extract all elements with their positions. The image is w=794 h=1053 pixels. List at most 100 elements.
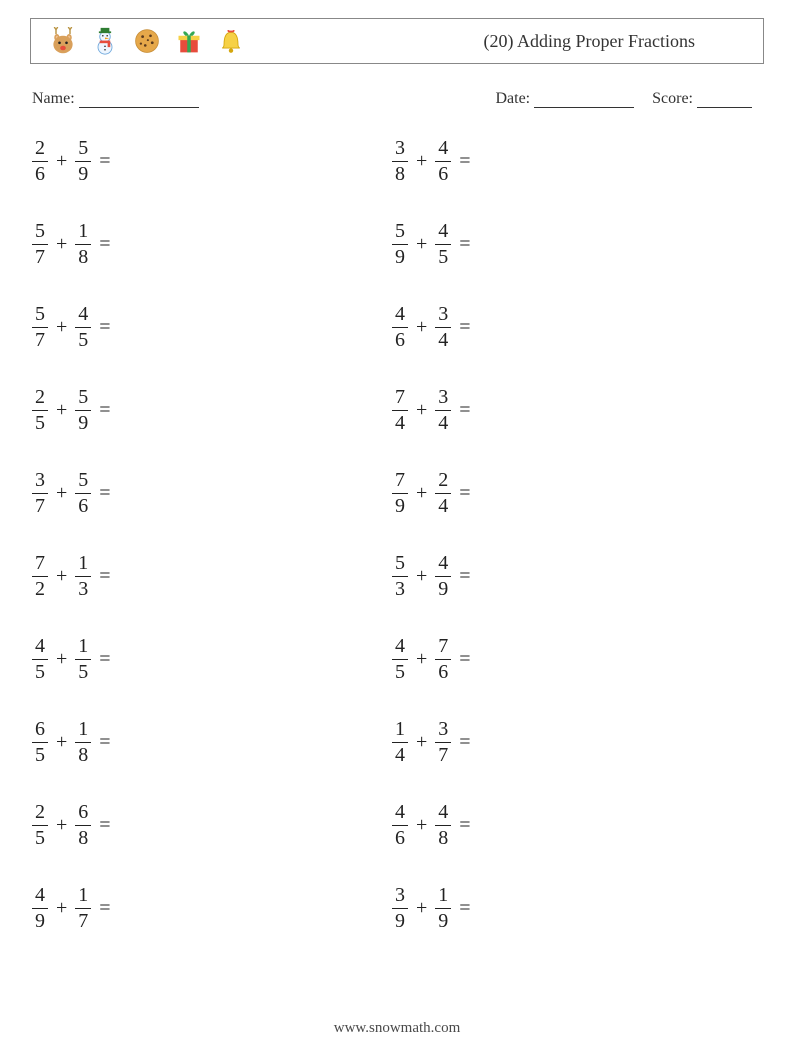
score-label: Score: [652,90,693,107]
fraction-a: 38 [392,138,408,185]
numerator: 4 [34,636,46,657]
name-label: Name: [32,90,75,107]
plus-operator: + [408,731,435,754]
fraction-b: 24 [435,470,451,517]
fraction-bar [435,659,451,660]
fraction-bar [32,161,48,162]
fraction-bar [435,908,451,909]
fraction-b: 37 [435,719,451,766]
score-blank[interactable] [697,90,752,108]
fraction-a: 72 [32,553,48,600]
problem: 74+34= [392,387,752,434]
denominator: 7 [77,911,89,932]
problem: 25+68= [32,802,392,849]
problem: 59+45= [392,221,752,268]
problem: 1 4+37= [392,719,752,766]
numerator: 1 [77,553,89,574]
fraction-a: 46 [392,802,408,849]
plus-operator: + [48,399,75,422]
problem: 53+49= [392,553,752,600]
denominator: 8 [394,164,406,185]
fraction-bar [435,161,451,162]
name-field: Name: [32,90,199,108]
fraction-a: 39 [392,885,408,932]
fraction-a: 37 [32,470,48,517]
numerator: 1 [77,221,89,242]
denominator: 9 [77,413,89,434]
numerator: 7 [437,636,449,657]
equals-sign: = [451,316,470,339]
denominator: 4 [437,413,449,434]
equals-sign: = [451,731,470,754]
equals-sign: = [451,814,470,837]
fraction-bar [392,825,408,826]
fraction-b: 76 [435,636,451,683]
denominator: 6 [437,164,449,185]
plus-operator: + [408,150,435,173]
denominator: 6 [34,164,46,185]
fraction-b: 13 [75,553,91,600]
equals-sign: = [451,482,470,505]
denominator: 6 [394,330,406,351]
plus-operator: + [408,897,435,920]
numerator: 3 [437,387,449,408]
problem: 26+59= [32,138,392,185]
plus-operator: + [408,814,435,837]
problem: 57+45= [32,304,392,351]
fraction-bar [75,493,91,494]
numerator: 4 [34,885,46,906]
denominator: 4 [394,745,406,766]
denominator: 5 [34,413,46,434]
fraction-b: 59 [75,138,91,185]
plus-operator: + [48,233,75,256]
numerator: 3 [394,138,406,159]
fraction-a: 25 [32,802,48,849]
numerator: 4 [394,304,406,325]
fraction-bar [32,742,48,743]
equals-sign: = [91,399,110,422]
problem: 39+19= [392,885,752,932]
numerator: 5 [77,470,89,491]
info-row: Name: Date: Score: [30,90,764,108]
denominator: 6 [437,662,449,683]
plus-operator: + [48,897,75,920]
fraction-a: 79 [392,470,408,517]
icon-strip [49,27,245,55]
fraction-bar [32,410,48,411]
equals-sign: = [451,897,470,920]
problem: 37+56= [32,470,392,517]
equals-sign: = [451,150,470,173]
numerator: 5 [77,138,89,159]
numerator: 3 [437,304,449,325]
denominator: 8 [77,828,89,849]
denominator: 4 [437,330,449,351]
fraction-a: 45 [392,636,408,683]
fraction-b: 45 [75,304,91,351]
denominator: 2 [34,579,46,600]
name-blank[interactable] [79,90,199,108]
fraction-bar [75,576,91,577]
fraction-b: 48 [435,802,451,849]
equals-sign: = [91,233,110,256]
denominator: 8 [77,247,89,268]
fraction-bar [32,659,48,660]
denominator: 3 [394,579,406,600]
numerator: 4 [437,802,449,823]
fraction-b: 49 [435,553,451,600]
problem: 57+1 8= [32,221,392,268]
fraction-a: 57 [32,221,48,268]
fraction-bar [32,908,48,909]
fraction-a: 49 [32,885,48,932]
fraction-bar [32,493,48,494]
problem: 49+17= [32,885,392,932]
denominator: 5 [77,330,89,351]
fraction-bar [392,742,408,743]
numerator: 1 [394,719,406,740]
fraction-b: 15 [75,636,91,683]
date-label: Date: [495,90,530,107]
numerator: 2 [34,138,46,159]
equals-sign: = [451,233,470,256]
date-blank[interactable] [534,90,634,108]
equals-sign: = [91,897,110,920]
numerator: 5 [394,221,406,242]
